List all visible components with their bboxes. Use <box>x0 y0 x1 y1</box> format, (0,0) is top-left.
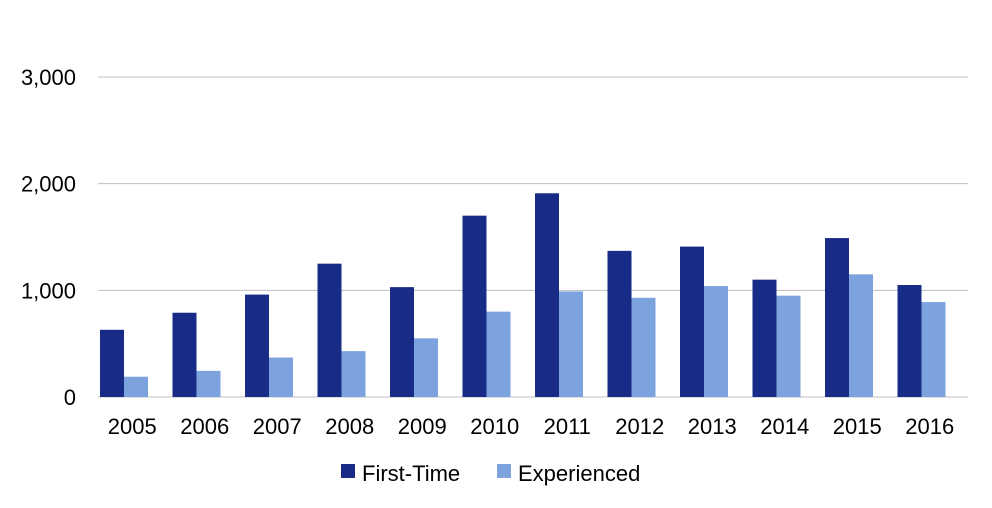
x-tick-label: 2007 <box>253 414 302 439</box>
bars <box>100 193 946 397</box>
bar-first-time-2008 <box>318 264 342 397</box>
x-tick-label: 2006 <box>180 414 229 439</box>
y-axis-labels: 0 1,000 2,000 3,000 <box>21 65 76 410</box>
y-tick-label: 3,000 <box>21 65 76 90</box>
bar-first-time-2012 <box>608 251 632 397</box>
x-tick-label: 2005 <box>108 414 157 439</box>
bar-experienced-2009 <box>414 338 438 397</box>
legend-label: Experienced <box>518 461 640 486</box>
bar-first-time-2014 <box>753 280 777 397</box>
bar-experienced-2015 <box>849 274 873 397</box>
bar-experienced-2005 <box>124 377 148 397</box>
bar-first-time-2006 <box>173 313 197 397</box>
bar-experienced-2014 <box>777 296 801 397</box>
legend: First-Time Experienced <box>341 461 640 486</box>
x-axis-labels: 2005 2006 2007 2008 2009 2010 2011 2012 2013 2014… <box>108 414 954 439</box>
bar-experienced-2007 <box>269 358 293 397</box>
x-tick-label: 2010 <box>470 414 519 439</box>
x-tick-label: 2016 <box>905 414 954 439</box>
legend-item: First-Time <box>341 461 460 486</box>
bar-first-time-2013 <box>680 247 704 397</box>
bar-experienced-2012 <box>632 298 656 397</box>
x-tick-label: 2012 <box>615 414 664 439</box>
x-tick-label: 2015 <box>833 414 882 439</box>
y-tick-label: 1,000 <box>21 278 76 303</box>
bar-first-time-2009 <box>390 287 414 397</box>
bar-experienced-2011 <box>559 291 583 397</box>
bar-first-time-2016 <box>898 285 922 397</box>
y-tick-label: 0 <box>64 385 76 410</box>
x-tick-label: 2014 <box>760 414 809 439</box>
legend-swatch <box>341 464 355 478</box>
x-tick-label: 2008 <box>325 414 374 439</box>
bar-first-time-2005 <box>100 330 124 397</box>
x-tick-label: 2013 <box>688 414 737 439</box>
bar-first-time-2015 <box>825 238 849 397</box>
bar-first-time-2011 <box>535 193 559 397</box>
bar-experienced-2010 <box>487 312 511 397</box>
bar-experienced-2008 <box>342 351 366 397</box>
bar-experienced-2016 <box>922 302 946 397</box>
x-tick-label: 2011 <box>544 414 591 439</box>
legend-item: Experienced <box>497 461 640 486</box>
legend-swatch <box>497 464 511 478</box>
bar-experienced-2006 <box>197 371 221 397</box>
bar-first-time-2007 <box>245 295 269 397</box>
bar-experienced-2013 <box>704 286 728 397</box>
y-tick-label: 2,000 <box>21 172 76 197</box>
legend-label: First-Time <box>362 461 460 486</box>
bar-first-time-2010 <box>463 216 487 397</box>
x-tick-label: 2009 <box>398 414 447 439</box>
